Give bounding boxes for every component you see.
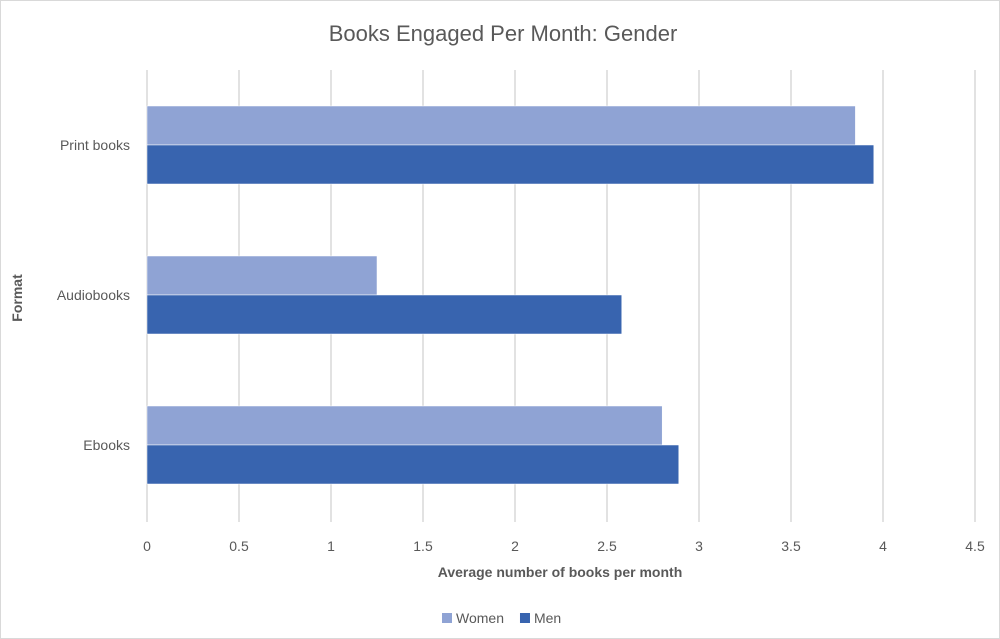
bar-men-audiobooks: [146, 294, 622, 335]
category-label: Audiobooks: [57, 287, 130, 303]
x-tick-label: 3: [695, 538, 703, 554]
x-tick-label: 3.5: [781, 538, 801, 554]
legend-swatch-men: [519, 613, 530, 623]
legend-label-men: Men: [534, 610, 561, 626]
y-axis-label: Format: [9, 274, 25, 322]
x-axis-label: Average number of books per month: [438, 564, 683, 580]
x-tick-label: 0.5: [229, 538, 249, 554]
x-tick-label: 4.5: [965, 538, 985, 554]
category-label: Ebooks: [83, 437, 130, 453]
category-label: Print books: [60, 137, 130, 153]
x-tick-label: 1.5: [413, 538, 433, 554]
x-tick-label: 0: [143, 538, 151, 554]
x-tick-label: 2.5: [597, 538, 617, 554]
bar-men-ebooks: [146, 444, 680, 485]
bar-women-ebooks: [146, 405, 663, 446]
bar-women-audiobooks: [146, 255, 378, 296]
x-tick-label: 1: [327, 538, 335, 554]
chart-title: Books Engaged Per Month: Gender: [329, 21, 678, 46]
bar-women-print-books: [146, 105, 856, 146]
bar-men-print-books: [146, 144, 875, 185]
x-tick-label: 4: [879, 538, 887, 554]
legend-label-women: Women: [456, 610, 504, 626]
x-tick-label: 2: [511, 538, 519, 554]
legend-swatch-women: [442, 613, 452, 623]
